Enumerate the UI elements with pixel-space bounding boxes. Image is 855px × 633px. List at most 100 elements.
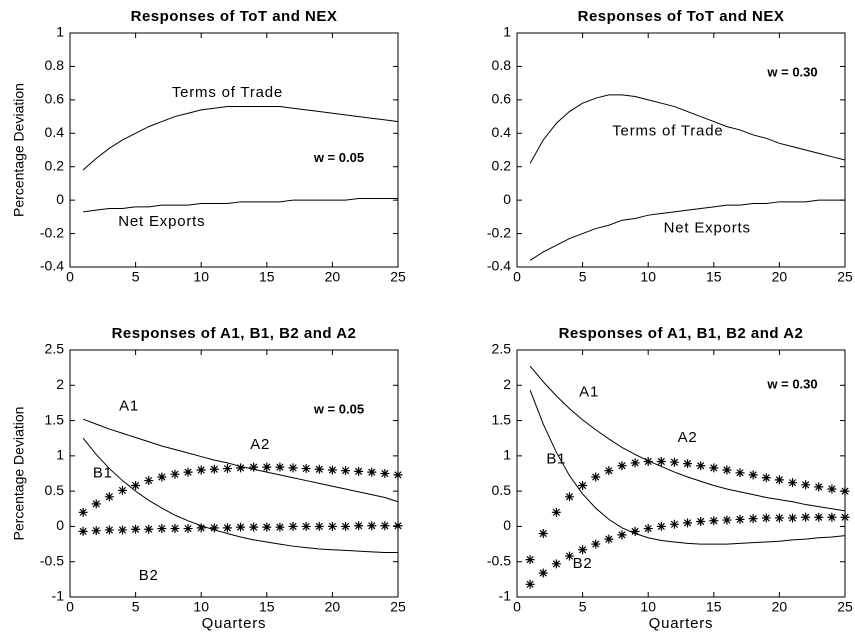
series-label: B2 [573, 555, 593, 572]
marker [380, 521, 390, 531]
y-tick-label: 0.5 [492, 482, 512, 498]
y-tick-label: -1 [499, 588, 512, 604]
marker [551, 559, 561, 569]
x-tick-label: 25 [837, 599, 853, 615]
x-tick-label: 10 [193, 269, 209, 285]
x-tick-label: 5 [579, 599, 587, 615]
y-tick-label: 2 [56, 376, 64, 392]
axes-frame [69, 32, 399, 268]
x-tick-label: 5 [132, 269, 140, 285]
axes-frame [516, 32, 846, 268]
marker [840, 512, 850, 522]
marker [117, 525, 127, 535]
marker [722, 515, 732, 525]
x-tick-label: 25 [390, 599, 406, 615]
marker [354, 521, 364, 531]
marker [591, 539, 601, 549]
series-label: Net Exports [664, 220, 751, 237]
x-tick-label: 15 [706, 269, 722, 285]
marker [262, 462, 272, 472]
marker [275, 462, 285, 472]
marker [144, 476, 154, 486]
marker [669, 457, 679, 467]
marker [735, 514, 745, 524]
marker [170, 524, 180, 534]
marker [814, 482, 824, 492]
marker [78, 507, 88, 517]
marker [564, 492, 574, 502]
marker [656, 457, 666, 467]
y-tick-label: -0.4 [487, 258, 511, 274]
marker [643, 457, 653, 467]
marker [551, 507, 561, 517]
marker [393, 521, 403, 531]
y-tick-label: 1 [56, 447, 64, 463]
x-tick-label: 25 [837, 269, 853, 285]
marker [709, 516, 719, 526]
y-tick-label: 0 [503, 191, 511, 207]
marker [117, 485, 127, 495]
y-tick-label: 0 [56, 191, 64, 207]
marker [696, 516, 706, 526]
marker [314, 521, 324, 531]
marker [157, 524, 167, 534]
marker [578, 480, 588, 490]
marker [788, 513, 798, 523]
y-axis-label: Percentage Deviation [11, 407, 27, 541]
marker [748, 514, 758, 524]
y-tick-label: 0.8 [45, 57, 65, 73]
marker [840, 486, 850, 496]
series-line [529, 199, 845, 261]
marker [696, 461, 706, 471]
series-label: A1 [119, 397, 139, 414]
marker [262, 522, 272, 532]
y-tick-label: 0.6 [45, 91, 65, 107]
x-tick-label: 0 [66, 269, 74, 285]
y-tick-label: 1 [503, 447, 511, 463]
marker [814, 512, 824, 522]
marker [683, 459, 693, 469]
x-tick-label: 0 [513, 269, 521, 285]
y-tick-label: 0.8 [492, 57, 512, 73]
y-tick-label: -0.5 [40, 552, 64, 568]
marker [288, 463, 298, 473]
marker [301, 521, 311, 531]
marker [617, 530, 627, 540]
series-line [82, 106, 399, 171]
marker [709, 463, 719, 473]
series-label: B1 [93, 464, 113, 481]
marker [222, 523, 232, 533]
marker [91, 499, 101, 509]
marker [236, 463, 246, 473]
y-tick-label: 1.5 [492, 411, 512, 427]
marker [604, 466, 614, 476]
x-tick-label: 15 [259, 599, 275, 615]
y-axis-label: Percentage Deviation [11, 83, 27, 217]
x-tick-label: 10 [193, 599, 209, 615]
y-tick-label: 0.4 [492, 124, 512, 140]
chart-title: Responses of ToT and NEX [131, 8, 338, 25]
marker [564, 551, 574, 561]
marker [538, 528, 548, 538]
x-tick-label: 5 [579, 269, 587, 285]
marker [591, 472, 601, 482]
x-tick-label: 20 [772, 269, 788, 285]
marker [578, 545, 588, 555]
marker [183, 524, 193, 534]
y-tick-label: -0.2 [40, 224, 64, 240]
x-tick-label: 0 [513, 599, 521, 615]
x-tick-label: 25 [390, 269, 406, 285]
y-tick-label: 0.2 [492, 157, 512, 173]
marker [827, 512, 837, 522]
marker [275, 522, 285, 532]
marker [314, 464, 324, 474]
annotation: w = 0.30 [766, 377, 817, 392]
annotation: w = 0.30 [766, 65, 817, 80]
y-tick-label: 2.5 [45, 341, 65, 357]
marker [380, 469, 390, 478]
marker [617, 461, 627, 471]
marker [196, 465, 206, 475]
marker [249, 522, 259, 532]
marker [236, 522, 246, 532]
series-label: Net Exports [118, 213, 205, 230]
